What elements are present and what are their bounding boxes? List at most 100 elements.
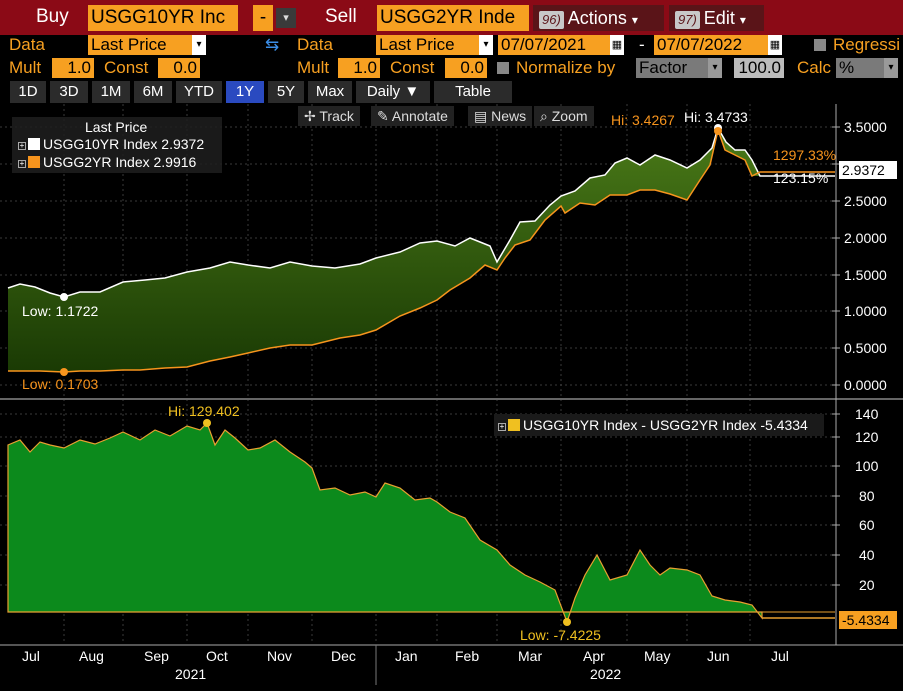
calendar-icon[interactable]: ▦ bbox=[610, 35, 624, 55]
frequency-select[interactable]: Daily ▼ bbox=[356, 81, 430, 103]
chevron-down-icon[interactable]: ▾ bbox=[884, 58, 898, 78]
range-1m-button[interactable]: 1M bbox=[92, 81, 130, 103]
y-tick-label: 0.0000 bbox=[844, 377, 887, 393]
legend-series-name: USGG10YR Index bbox=[43, 136, 158, 152]
news-button[interactable]: ▤ News bbox=[468, 106, 533, 126]
const1-field[interactable]: 0.0 bbox=[158, 58, 200, 78]
y-tick-label: 80 bbox=[859, 488, 875, 504]
const2-field[interactable]: 0.0 bbox=[445, 58, 487, 78]
x-tick-label: Jun bbox=[707, 648, 730, 664]
data2-select[interactable]: Last Price bbox=[376, 35, 479, 55]
hi-2y-marker bbox=[714, 127, 722, 135]
x-tick-label: Nov bbox=[267, 648, 292, 664]
price-legend: Last Price + USGG10YR Index 2.9372 + USGG2… bbox=[12, 117, 222, 173]
x-tick-label: Mar bbox=[518, 648, 543, 664]
hi-spread-label: Hi: 129.402 bbox=[168, 403, 240, 419]
buy-label: Buy bbox=[36, 6, 69, 27]
data1-label: Data bbox=[9, 35, 45, 54]
y-tick-label: 0.5000 bbox=[844, 340, 887, 356]
low-spread-marker bbox=[563, 618, 571, 626]
chevron-down-icon[interactable]: ▾ bbox=[708, 58, 722, 78]
search-icon: ⌕ bbox=[540, 108, 548, 124]
x-tick-label: Jan bbox=[395, 648, 418, 664]
expand-icon[interactable]: + bbox=[18, 159, 26, 168]
chevron-down-icon: ▾ bbox=[739, 13, 746, 27]
range-1d-button[interactable]: 1D bbox=[10, 81, 46, 103]
x-year-label: 2022 bbox=[590, 666, 622, 682]
chevron-down-icon: ▾ bbox=[631, 13, 638, 27]
actions-menu-button[interactable]: 96) Actions ▾ bbox=[533, 5, 664, 31]
y-tick-label: 1.5000 bbox=[844, 267, 887, 283]
table-button[interactable]: Table bbox=[434, 81, 512, 103]
chevron-down-icon[interactable]: ▾ bbox=[479, 35, 493, 55]
legend-item-usgg2yr[interactable]: + USGG2YR Index 2.9916 bbox=[18, 154, 196, 170]
spread-band-area bbox=[8, 128, 760, 372]
legend-item-usgg10yr[interactable]: + USGG10YR Index 2.9372 bbox=[18, 136, 204, 152]
annotate-button[interactable]: ✎ Annotate bbox=[371, 106, 454, 126]
legend-series-value: 2.9916 bbox=[153, 154, 197, 170]
zoom-label: Zoom bbox=[551, 108, 588, 124]
pct-10y-label: 123.15% bbox=[773, 170, 829, 186]
calendar-icon[interactable]: ▦ bbox=[768, 35, 782, 55]
legend-title: Last Price bbox=[85, 119, 148, 135]
swap-icon[interactable]: ⇆ bbox=[265, 35, 280, 54]
range-6m-button[interactable]: 6M bbox=[134, 81, 172, 103]
hi-10y-label: Hi: 3.4733 bbox=[684, 109, 748, 125]
date-separator: - bbox=[639, 35, 645, 54]
pencil-icon: ✎ bbox=[377, 108, 389, 124]
normalize-select[interactable]: Factor bbox=[636, 58, 708, 78]
range-3d-button[interactable]: 3D bbox=[50, 81, 88, 103]
calc-label: Calc bbox=[797, 58, 832, 77]
edit-number: 97) bbox=[675, 11, 700, 29]
sell-ticker-field[interactable]: USGG2YR Inde bbox=[377, 5, 529, 31]
end-date-field[interactable]: 07/07/2022 bbox=[654, 35, 768, 55]
normalize-checkbox[interactable] bbox=[497, 62, 509, 74]
sell-label: Sell bbox=[325, 6, 357, 27]
mult2-label: Mult bbox=[297, 58, 330, 77]
zoom-button[interactable]: ⌕ Zoom bbox=[534, 106, 594, 126]
regression-label: Regressi bbox=[833, 35, 901, 54]
spread-legend[interactable]: + USGG10YR Index - USGG2YR Index -5.4334 bbox=[494, 414, 824, 436]
mult2-field[interactable]: 1.0 bbox=[338, 58, 380, 78]
x-tick-label: Dec bbox=[331, 648, 356, 664]
operator-dropdown-icon[interactable]: ▾ bbox=[276, 8, 296, 28]
low-spread-label: Low: -7.4225 bbox=[520, 627, 601, 643]
usgg2yr-line bbox=[8, 127, 835, 373]
start-date-field[interactable]: 07/07/2021 bbox=[498, 35, 610, 55]
right-axis-ticks bbox=[832, 126, 840, 586]
y-tick-label: 140 bbox=[855, 406, 879, 422]
buy-ticker-field[interactable]: USGG10YR Inc bbox=[88, 5, 238, 31]
y-tick-label: 120 bbox=[855, 429, 879, 445]
operator-field[interactable]: - bbox=[253, 5, 273, 31]
expand-icon[interactable]: + bbox=[18, 141, 26, 150]
actions-label: Actions bbox=[567, 8, 627, 28]
orange-swatch-icon bbox=[28, 156, 40, 168]
data1-select[interactable]: Last Price bbox=[88, 35, 192, 55]
edit-menu-button[interactable]: 97) Edit ▾ bbox=[669, 5, 764, 31]
factor-field[interactable]: 100.0 bbox=[734, 58, 784, 78]
range-ytd-button[interactable]: YTD bbox=[176, 81, 222, 103]
x-tick-label: Jul bbox=[22, 648, 40, 664]
last-spread-tag: -5.4334 bbox=[839, 611, 897, 629]
y-tick-label: 40 bbox=[859, 547, 875, 563]
x-tick-label: Jul bbox=[771, 648, 789, 664]
range-1y-button[interactable]: 1Y bbox=[226, 81, 264, 103]
range-max-button[interactable]: Max bbox=[308, 81, 352, 103]
last-10y-tag: 2.9372 bbox=[839, 161, 897, 179]
track-button[interactable]: ✢ Track bbox=[298, 106, 360, 126]
expand-icon[interactable]: + bbox=[498, 422, 506, 431]
x-tick-label: Feb bbox=[455, 648, 480, 664]
mult1-field[interactable]: 1.0 bbox=[52, 58, 94, 78]
range-5y-button[interactable]: 5Y bbox=[268, 81, 304, 103]
regression-checkbox[interactable] bbox=[814, 39, 826, 51]
x-year-label: 2021 bbox=[175, 666, 207, 682]
x-tick-label: Apr bbox=[583, 648, 605, 664]
y-tick-label: 3.5000 bbox=[844, 119, 887, 135]
y-tick-label: 1.0000 bbox=[844, 303, 887, 319]
frequency-label: Daily bbox=[366, 83, 401, 100]
x-tick-label: Aug bbox=[79, 648, 104, 664]
edit-label: Edit bbox=[703, 8, 735, 28]
chevron-down-icon[interactable]: ▾ bbox=[192, 35, 206, 55]
calc-select[interactable]: % bbox=[836, 58, 884, 78]
annotate-label: Annotate bbox=[391, 108, 448, 124]
